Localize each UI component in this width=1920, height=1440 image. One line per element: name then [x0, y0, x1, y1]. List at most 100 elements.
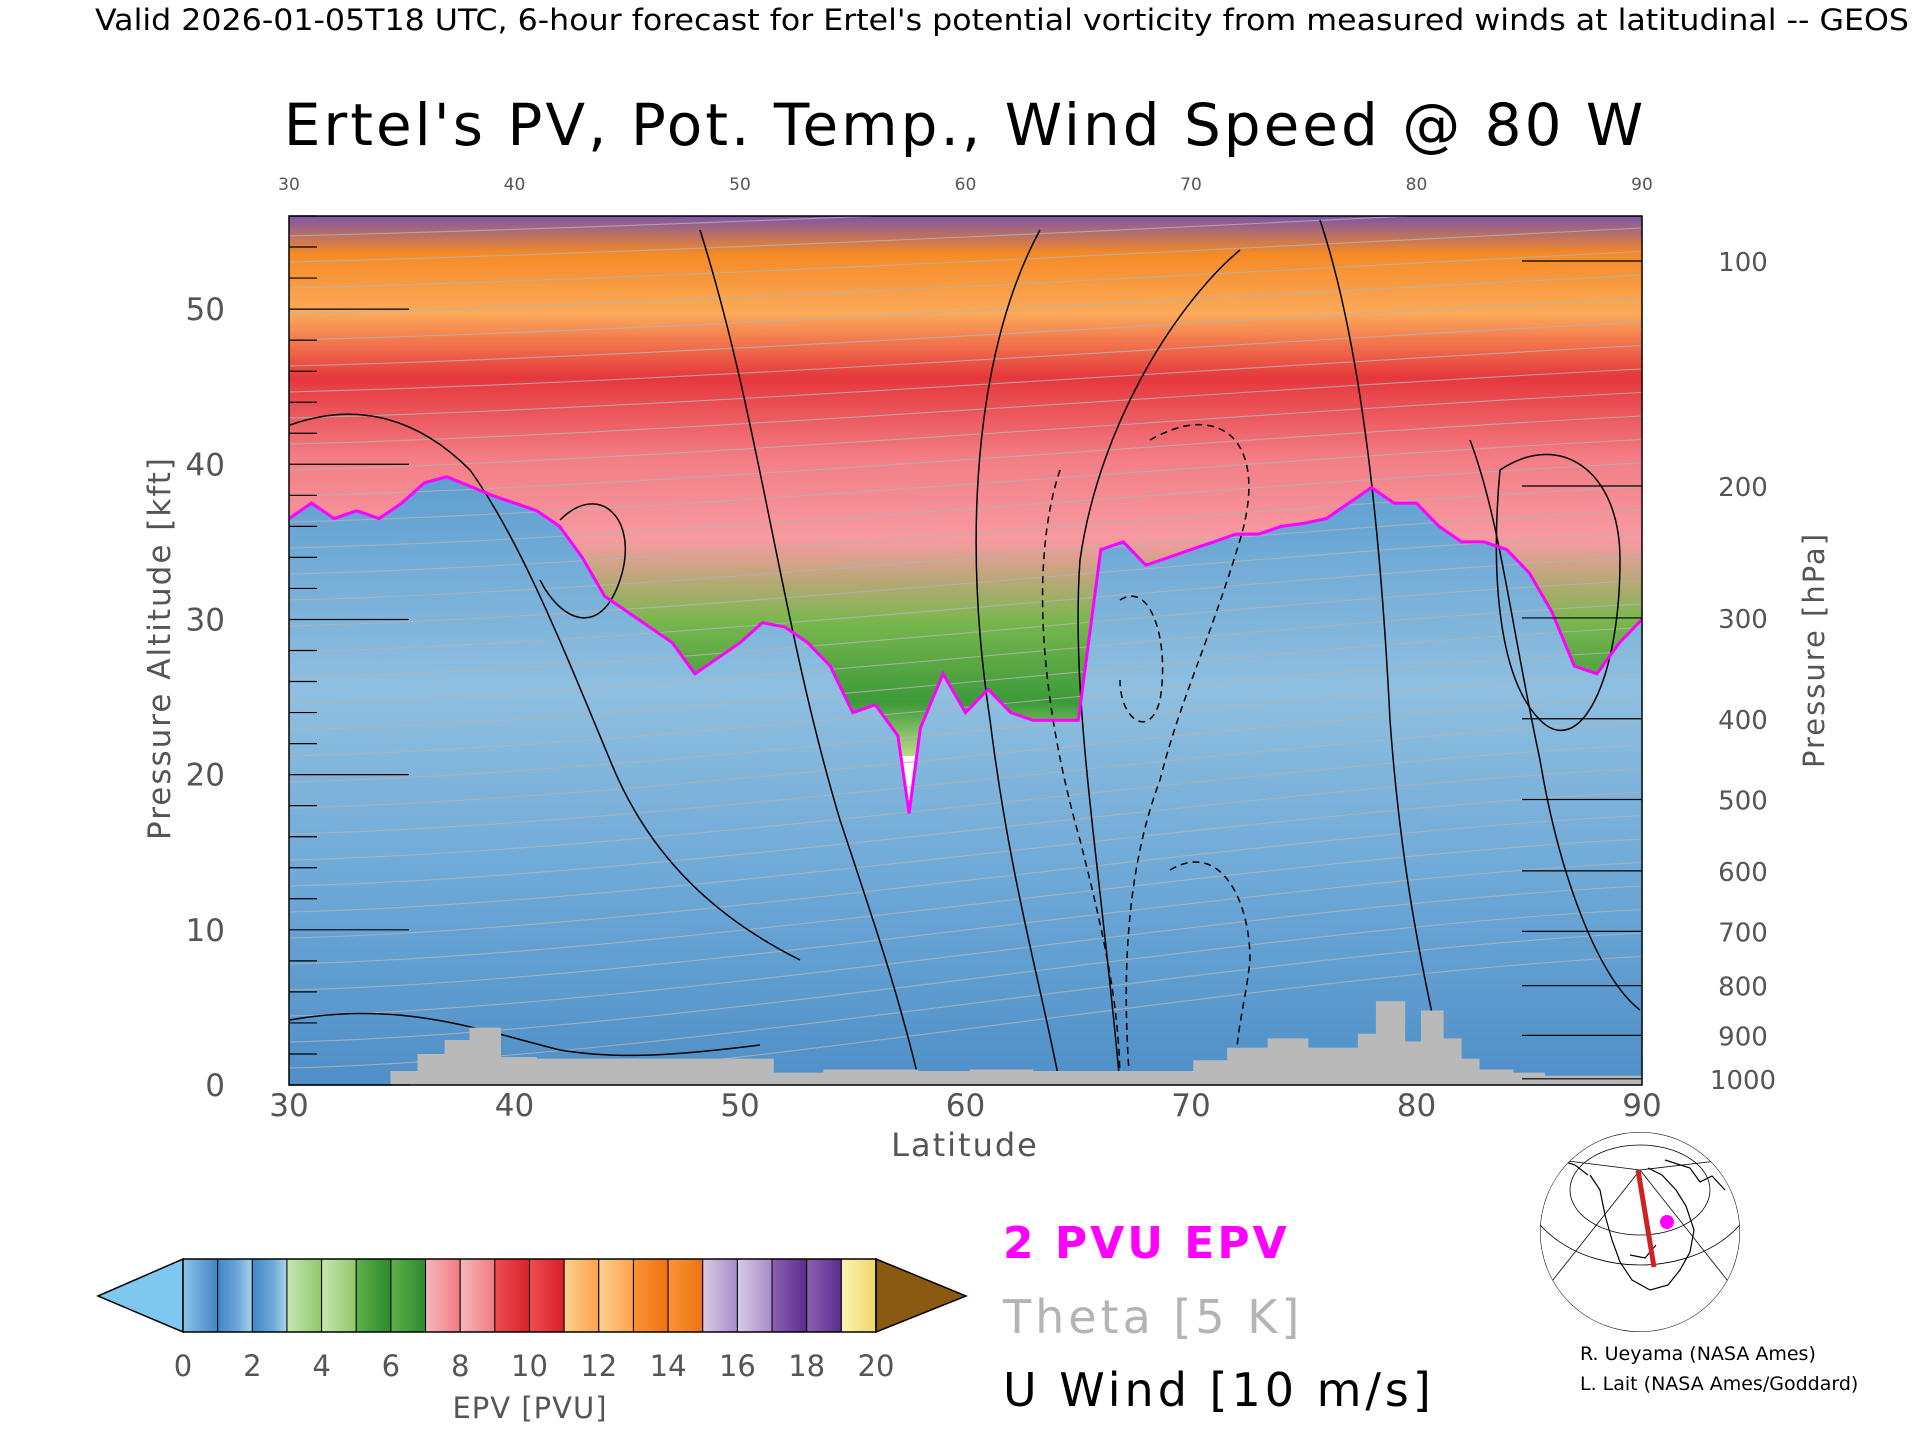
legend-2pvu: 2 PVU EPV [1003, 1218, 1290, 1269]
theta-contour-line [289, 673, 1642, 783]
x-top-tick-label: 30 [278, 175, 300, 195]
colorbar-cell [251, 1258, 288, 1333]
pressure-tick-label: 700 [1718, 918, 1768, 948]
u-wind-contour-line [289, 413, 801, 961]
x-axis-top: 30 40 50 60 70 80 90 [278, 175, 1653, 195]
inset-map-latitude-circle [1540, 1132, 1740, 1266]
troposphere-field [289, 476, 1642, 1085]
theta-contour-line [289, 216, 889, 237]
theta-contour-line [289, 509, 1642, 601]
colorbar-cells [182, 1258, 877, 1333]
header-line: Valid 2026-01-05T18 UTC, 6-hour forecast… [95, 3, 1909, 37]
surface-terrain [289, 1001, 1642, 1085]
pressure-tick-label: 400 [1718, 706, 1768, 736]
colorbar-cell [529, 1258, 565, 1333]
colorbar-cell [425, 1258, 461, 1333]
y-tick-label: 40 [186, 447, 225, 483]
colorbar: 0 2 4 6 8 10 12 14 16 18 20 EPV [PVU] [96, 1257, 968, 1425]
pressure-tick-label: 800 [1718, 973, 1768, 1003]
colorbar-tick-label: 14 [650, 1349, 687, 1383]
y-tick-label: 0 [205, 1068, 225, 1104]
x-tick-label: 60 [946, 1088, 985, 1124]
theta-contour-line [289, 462, 1642, 549]
x-tick-label: 30 [269, 1088, 308, 1124]
theta-contour-line [289, 216, 1422, 263]
x-top-tick-label: 50 [729, 175, 751, 195]
theta-contour-line [289, 650, 1642, 757]
colorbar-tick-label: 8 [451, 1349, 469, 1383]
credit-line-2: L. Lait (NASA Ames/Goddard) [1580, 1373, 1858, 1395]
tropopause-2pvu-line [289, 475, 1642, 814]
theta-contour-line [289, 791, 1642, 913]
x-tick-label: 90 [1622, 1088, 1661, 1124]
u-wind-contour-line [975, 229, 1061, 1085]
pressure-tick-label: 1000 [1710, 1066, 1776, 1096]
colorbar-cell [806, 1258, 842, 1333]
colorbar-tick-label: 6 [382, 1349, 400, 1383]
y2-axis-label: Pressure [hPa] [1797, 532, 1831, 768]
y-tick-label: 50 [186, 292, 225, 328]
credit-line-1: R. Ueyama (NASA Ames) [1580, 1343, 1816, 1365]
theta-contour-line [289, 861, 1642, 991]
colorbar-cell [286, 1258, 323, 1333]
x-top-tick-label: 60 [955, 175, 977, 195]
theta-contour-line [289, 344, 1642, 419]
inset-map-highlight [1660, 1215, 1674, 1229]
u-wind-contour-line-negative [1041, 469, 1121, 1085]
u-wind-contour-line [1077, 249, 1241, 1085]
colorbar-cell [598, 1258, 634, 1333]
colorbar-tick-label: 2 [243, 1349, 261, 1383]
colorbar-tick-label: 12 [580, 1349, 617, 1383]
pressure-tick-label: 600 [1718, 858, 1768, 888]
chart-title: Ertel's PV, Pot. Temp., Wind Speed @ 80 … [284, 91, 1647, 159]
theta-contour-line [289, 556, 1642, 653]
inset-map-latitude-circle [1569, 1144, 1711, 1236]
inset-map-globe [1540, 1132, 1740, 1332]
colorbar-cell [771, 1258, 808, 1333]
colorbar-tick-label: 4 [312, 1349, 330, 1383]
pressure-tick-label: 500 [1718, 786, 1768, 816]
y-tick-label: 10 [186, 913, 225, 949]
colorbar-cell [632, 1258, 669, 1333]
theta-contour-line [289, 579, 1642, 679]
pressure-tick-label: 300 [1718, 605, 1768, 635]
colorbar-cell [182, 1258, 219, 1333]
theta-contour-line [289, 438, 1642, 523]
y-tick-label: 30 [186, 602, 225, 638]
u-wind-contour-line [1495, 453, 1621, 732]
theta-contour-line [289, 250, 1642, 315]
theta-contour-line [289, 697, 1642, 809]
theta-contour-line [289, 391, 1642, 471]
pressure-tick-marks [1522, 260, 1642, 1080]
x-tick-label: 50 [720, 1088, 759, 1124]
colorbar-label: EPV [PVU] [452, 1391, 607, 1425]
u-wind-contour-line [289, 1012, 761, 1057]
x-top-tick-label: 90 [1631, 175, 1653, 195]
x-tick-label: 40 [495, 1088, 534, 1124]
x-tick-label: 70 [1171, 1088, 1210, 1124]
x-axis-label: Latitude [891, 1126, 1039, 1164]
legend-u-wind: U Wind [10 m/s] [1003, 1363, 1435, 1417]
theta-contour-line [289, 885, 1642, 1017]
theta-contour-line [289, 297, 1642, 367]
u-wind-contour-line-negative [1119, 595, 1164, 723]
theta-contour-line [289, 227, 1642, 289]
theta-contour-line [289, 321, 1642, 393]
pressure-tick-label: 100 [1718, 248, 1768, 278]
colorbar-cell [390, 1258, 427, 1333]
pressure-tick-label: 200 [1718, 473, 1768, 503]
x-top-tick-label: 40 [504, 175, 526, 195]
colorbar-cell [563, 1258, 600, 1333]
theta-contour-line [289, 274, 1642, 341]
x-tick-label: 80 [1397, 1088, 1436, 1124]
colorbar-cell [217, 1258, 253, 1333]
inset-map-meridian [1559, 1159, 1641, 1171]
legend: 2 PVU EPV Theta [5 K] U Wind [10 m/s] [1002, 1218, 1435, 1417]
x-top-tick-label: 70 [1180, 175, 1202, 195]
inset-map-track [1635, 1169, 1657, 1268]
theta-contour-line [289, 838, 1642, 965]
colorbar-tick-label: 16 [719, 1349, 756, 1383]
inset-map-coastline [1559, 1159, 1726, 1291]
theta-contour-line [289, 485, 1642, 575]
theta-contour-line [289, 814, 1642, 939]
